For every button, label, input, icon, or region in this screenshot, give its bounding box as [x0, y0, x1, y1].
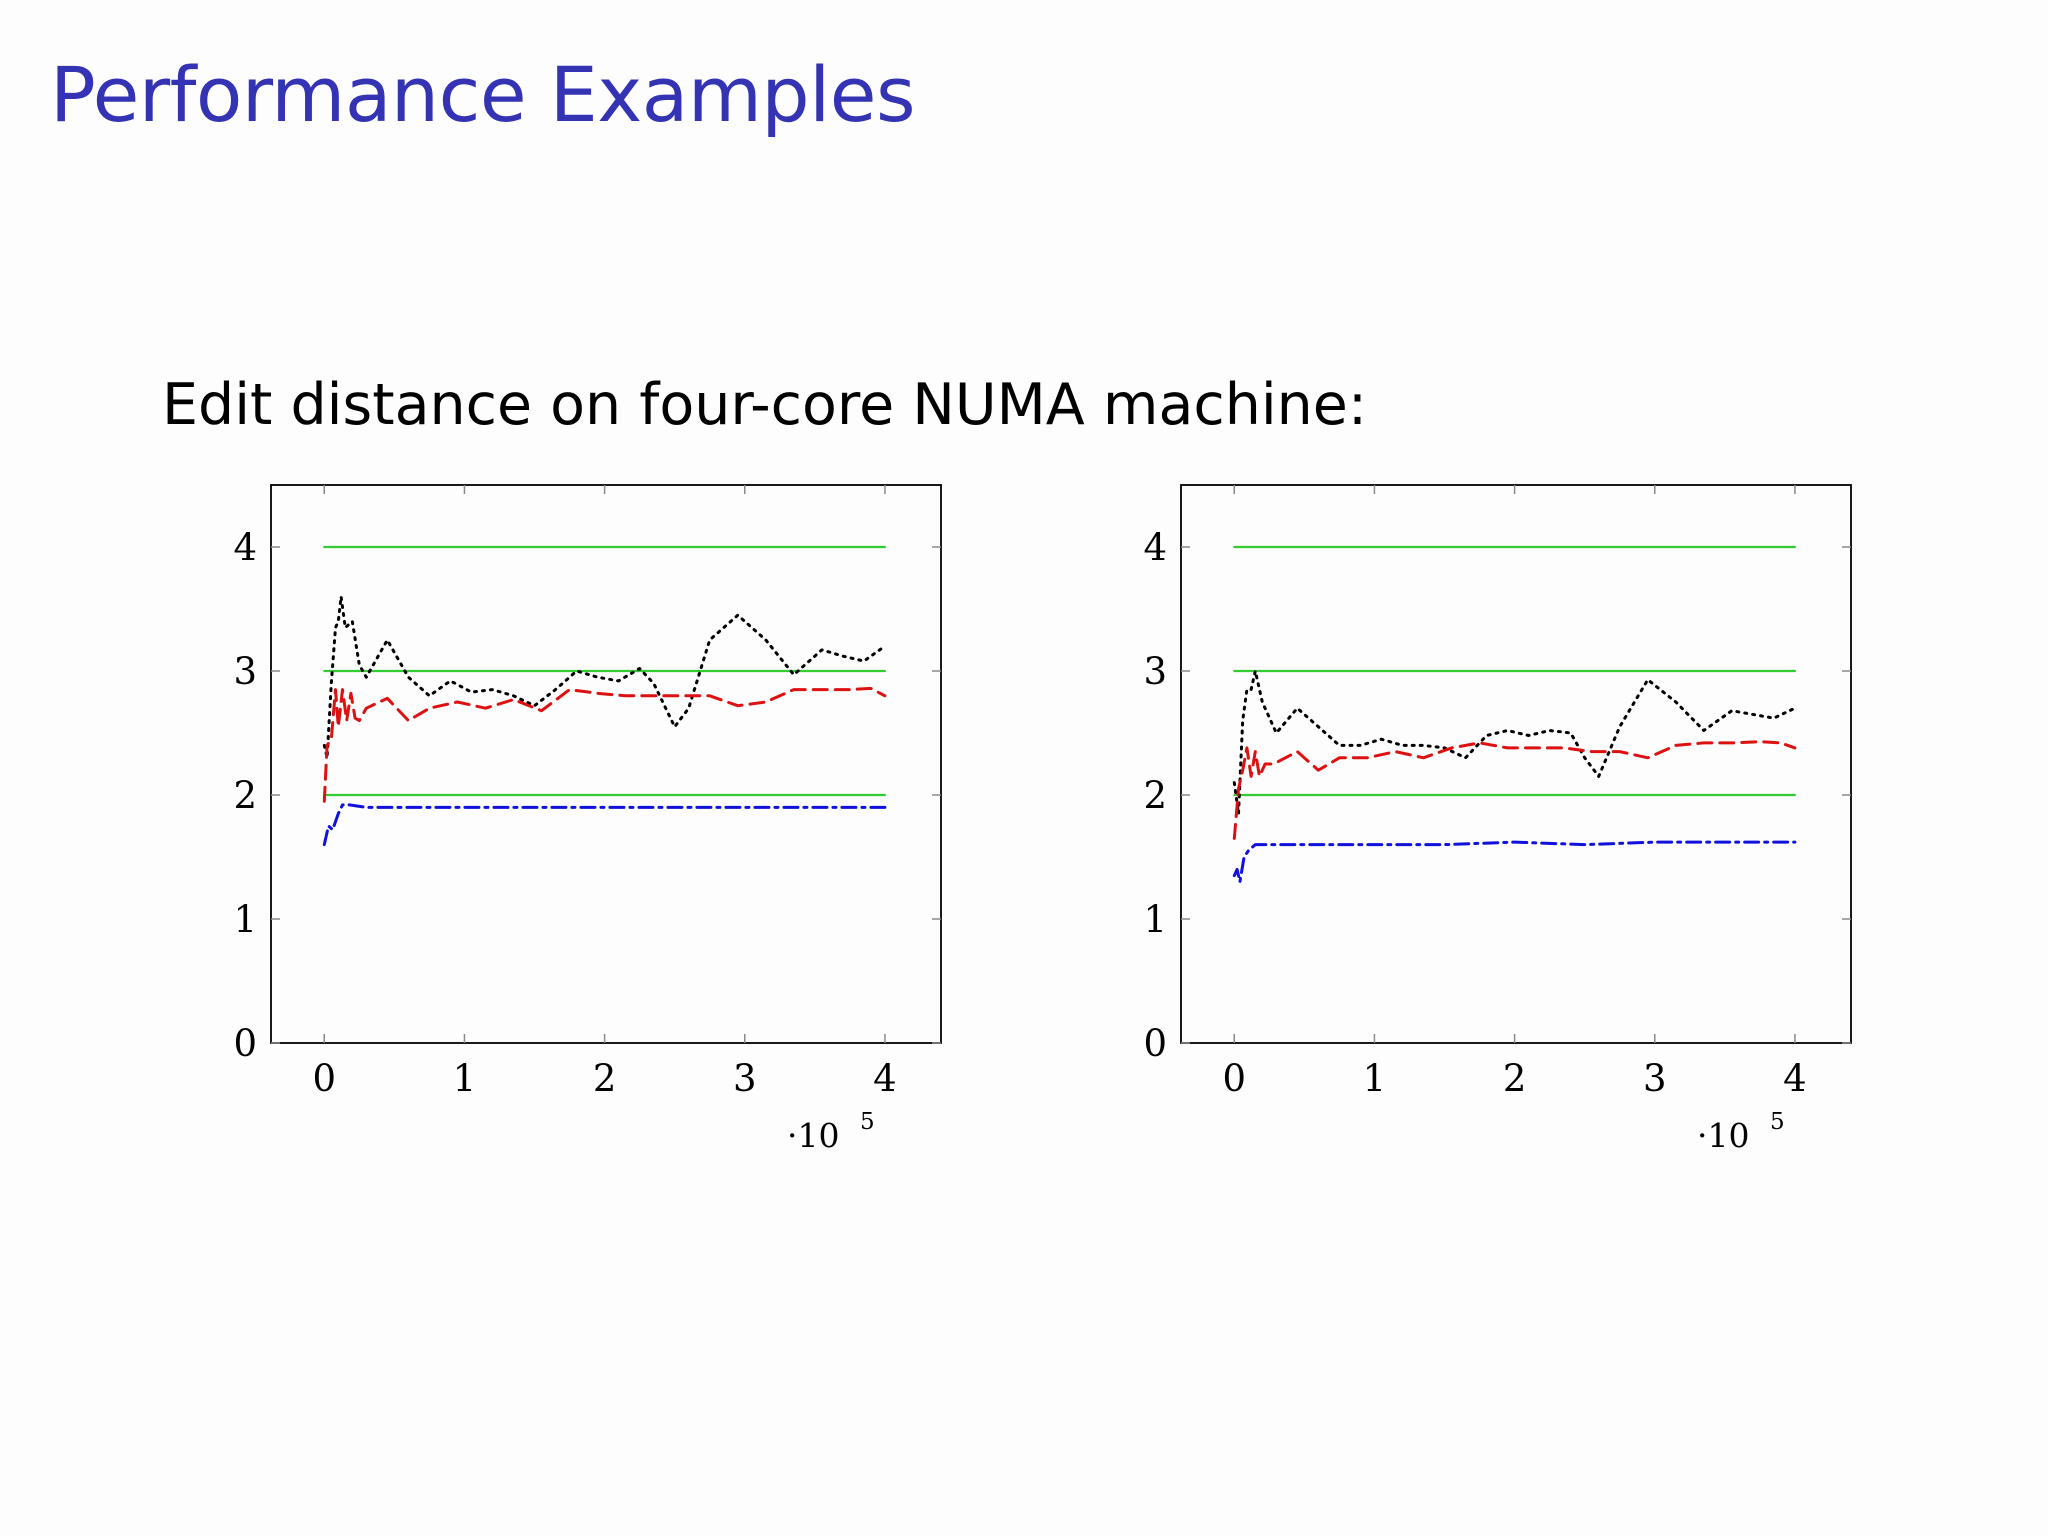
- x-scale-label: ·10: [787, 1116, 839, 1155]
- x-tick-label: 0: [1222, 1057, 1246, 1100]
- plot-frame: [1180, 484, 1852, 1044]
- slide-subtitle: Edit distance on four-core NUMA machine:: [162, 372, 1368, 438]
- x-tick-label: 4: [1783, 1057, 1807, 1100]
- plot-frame: [270, 484, 942, 1044]
- x-tick-label: 4: [873, 1057, 897, 1100]
- series-line-blue-dashdot: [322, 803, 887, 847]
- y-tick-label: 1: [233, 898, 257, 941]
- y-tick-label: 0: [1143, 1022, 1167, 1065]
- x-tick-label: 1: [1363, 1057, 1387, 1100]
- y-tick-label: 4: [233, 526, 257, 569]
- y-tick-label: 3: [1143, 650, 1167, 693]
- x-scale-label: ·10: [1697, 1116, 1749, 1155]
- x-tick-label: 0: [312, 1057, 336, 1100]
- x-tick-label: 3: [733, 1057, 757, 1100]
- series-line-black-dotted: [322, 595, 887, 760]
- x-scale-exponent: 5: [860, 1109, 875, 1135]
- series-line-red-dashed: [322, 686, 887, 803]
- y-tick-label: 1: [1143, 898, 1167, 941]
- y-tick-label: 2: [1143, 774, 1167, 817]
- y-tick-label: 2: [233, 774, 257, 817]
- series-line-black-dotted: [1232, 669, 1797, 816]
- slide-title: Performance Examples: [50, 50, 916, 139]
- y-tick-label: 3: [233, 650, 257, 693]
- x-tick-label: 2: [593, 1057, 617, 1100]
- x-tick-label: 3: [1643, 1057, 1667, 1100]
- x-tick-label: 2: [1503, 1057, 1527, 1100]
- series-line-blue-dashdot: [1232, 840, 1797, 884]
- series-line-red-dashed: [1232, 740, 1797, 840]
- y-tick-label: 4: [1143, 526, 1167, 569]
- y-tick-label: 0: [233, 1022, 257, 1065]
- x-scale-exponent: 5: [1770, 1109, 1785, 1135]
- x-tick-label: 1: [453, 1057, 477, 1100]
